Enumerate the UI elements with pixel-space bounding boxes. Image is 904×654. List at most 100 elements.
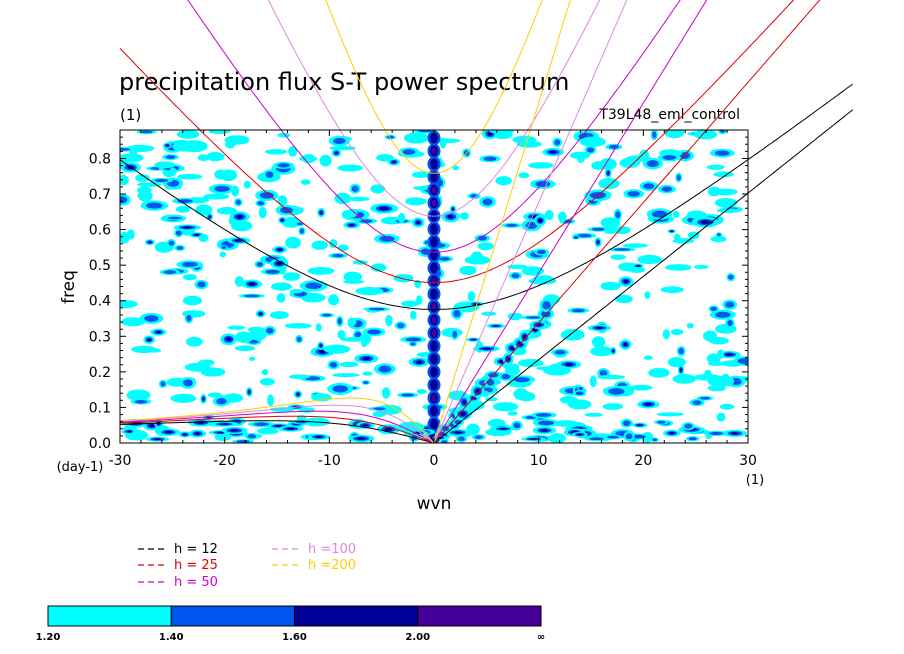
power-blob	[361, 339, 368, 348]
power-blob	[487, 132, 493, 136]
legend-label: h = 25	[174, 558, 218, 573]
power-blob	[431, 277, 437, 285]
power-blob	[652, 438, 658, 442]
power-blob	[431, 147, 437, 155]
power-blob	[197, 154, 210, 162]
power-blob	[629, 384, 653, 391]
power-blob	[265, 171, 274, 178]
power-blob	[586, 147, 595, 153]
power-blob	[643, 183, 655, 190]
power-blob	[725, 353, 733, 356]
power-blob	[256, 427, 279, 435]
power-blob	[652, 131, 657, 139]
y-tick-label: 0.1	[89, 400, 111, 416]
power-blob	[577, 234, 592, 238]
power-blob	[343, 271, 362, 282]
power-blob	[203, 193, 230, 200]
power-blob	[397, 212, 406, 223]
power-blob	[714, 150, 730, 156]
power-blob	[686, 322, 694, 329]
power-blob	[660, 286, 684, 294]
power-blob	[431, 329, 437, 337]
power-blob	[146, 202, 163, 209]
power-blob	[516, 391, 536, 402]
power-blob	[230, 429, 239, 432]
gravity-curve-h100	[267, 0, 601, 217]
power-blob	[672, 210, 680, 219]
colorbar-swatch	[294, 605, 419, 627]
y-tick-label: 0.3	[89, 329, 111, 345]
power-blob	[120, 147, 131, 151]
power-blob	[623, 420, 631, 426]
power-blob	[670, 329, 684, 336]
power-blob	[305, 282, 322, 290]
x-axis-label: wvn	[417, 494, 452, 514]
power-blob	[120, 153, 144, 163]
power-blob	[608, 388, 625, 395]
x-axis: -30 -20 -10 0 10 20 30	[109, 130, 757, 469]
power-blob	[678, 347, 684, 355]
x-tick-label: 0	[430, 453, 439, 469]
power-blob	[403, 132, 429, 144]
power-blob	[727, 320, 733, 327]
power-blob	[299, 228, 305, 234]
power-blob	[452, 165, 459, 171]
power-blob	[216, 398, 227, 405]
power-blob	[176, 130, 200, 139]
power-blob	[656, 412, 684, 417]
power-blob	[362, 424, 369, 427]
power-blob	[258, 206, 267, 219]
power-blob	[296, 222, 303, 226]
power-blob	[557, 211, 567, 223]
power-blob	[416, 295, 423, 305]
power-blob	[277, 248, 283, 251]
power-blob	[381, 387, 391, 399]
power-blob	[481, 311, 497, 316]
power-blob	[397, 323, 405, 329]
power-blob	[261, 369, 269, 376]
power-blob	[384, 427, 393, 431]
power-blob	[622, 243, 648, 248]
power-blob	[554, 350, 566, 355]
power-blob	[165, 155, 176, 159]
power-blob	[430, 171, 438, 183]
power-blob	[393, 274, 414, 283]
power-blob	[225, 337, 232, 342]
power-blob	[518, 172, 530, 179]
power-blob	[548, 433, 566, 443]
power-blob	[549, 150, 557, 154]
power-blob	[703, 330, 718, 342]
power-blob	[453, 431, 463, 434]
power-blob	[258, 312, 263, 316]
power-blob	[644, 402, 652, 406]
power-blob	[672, 237, 695, 244]
colorbar-swatch	[417, 605, 542, 627]
power-blob	[507, 411, 518, 416]
power-blob	[470, 251, 484, 263]
power-blob	[367, 329, 381, 335]
power-blob	[370, 184, 386, 194]
power-blob	[606, 435, 619, 439]
power-blob	[182, 274, 197, 281]
power-blob	[537, 250, 546, 255]
power-blob	[430, 223, 438, 235]
power-blob	[283, 272, 301, 281]
power-blob	[430, 158, 438, 170]
power-blob	[716, 412, 726, 422]
colorbar-swatch	[47, 605, 172, 627]
power-blob	[368, 307, 385, 311]
power-blob	[347, 196, 370, 202]
power-blob	[284, 323, 312, 329]
power-blob	[431, 199, 437, 207]
power-blob	[482, 347, 491, 350]
power-blob	[728, 274, 734, 280]
power-blob	[554, 139, 561, 146]
power-blob	[430, 379, 438, 391]
power-blob	[177, 173, 203, 180]
power-blob	[288, 374, 310, 380]
power-blob	[168, 167, 177, 176]
power-blob	[623, 342, 628, 347]
power-blob	[529, 438, 538, 440]
power-blob	[323, 344, 351, 354]
power-blob	[482, 198, 493, 206]
